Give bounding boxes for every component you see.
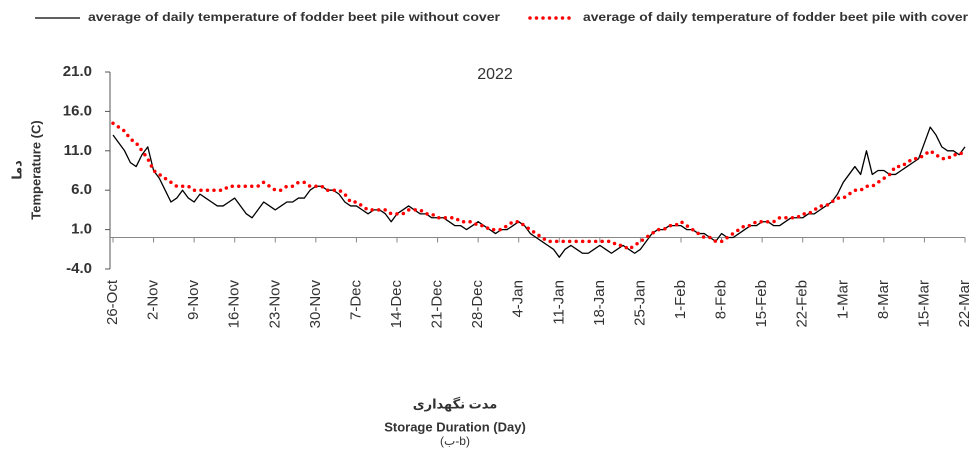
y-tick-label: 21.0 bbox=[63, 63, 92, 80]
x-tick-label: 7-Dec bbox=[347, 280, 364, 321]
y-tick-label: 11.0 bbox=[64, 142, 92, 159]
x-tick-label: 9-Nov bbox=[185, 280, 202, 321]
y-tick-label: -4.0 bbox=[66, 260, 92, 277]
y-tick-label: 6.0 bbox=[71, 181, 92, 198]
x-tick-label: 21-Dec bbox=[429, 280, 446, 329]
series-line bbox=[112, 126, 966, 258]
x-tick-label: 11-Jan bbox=[550, 280, 567, 325]
x-axis-label: Storage Duration (Day) bbox=[384, 419, 526, 434]
legend-label: average of daily temperature of fodder b… bbox=[583, 10, 968, 24]
series-line bbox=[111, 121, 967, 252]
y-axis-label: Temperature (C) bbox=[28, 120, 43, 219]
x-tick-label: 22-Mar bbox=[956, 280, 972, 328]
x-tick-label: 16-Nov bbox=[226, 280, 243, 329]
x-tick-label: 15-Feb bbox=[753, 280, 770, 328]
y-tick-label: 16.0 bbox=[63, 102, 92, 119]
chart-title: 2022 bbox=[477, 66, 513, 83]
x-tick-label: 15-Mar bbox=[915, 280, 932, 328]
x-tick-label: 22-Feb bbox=[794, 280, 811, 328]
x-tick-label: 25-Jan bbox=[631, 280, 648, 326]
x-axis-label-fa: مدت نگهداری bbox=[413, 396, 498, 411]
x-tick-label: 28-Dec bbox=[469, 280, 486, 329]
x-tick-label: 8-Mar bbox=[875, 280, 892, 319]
x-tick-label: 1-Mar bbox=[834, 280, 851, 319]
y-axis-label-fa: دما bbox=[9, 160, 24, 180]
x-tick-label: 18-Jan bbox=[591, 280, 608, 326]
x-tick-label: 4-Jan bbox=[510, 280, 527, 318]
x-tick-label: 1-Feb bbox=[672, 280, 689, 319]
x-tick-label: 30-Nov bbox=[307, 280, 324, 329]
caption: (ب-b) bbox=[440, 434, 470, 448]
x-tick-label: 26-Oct bbox=[104, 279, 121, 325]
x-tick-label: 23-Nov bbox=[266, 280, 283, 329]
x-tick-label: 2-Nov bbox=[145, 280, 162, 321]
x-tick-label: 8-Feb bbox=[713, 280, 730, 319]
x-tick-label: 14-Dec bbox=[388, 280, 405, 329]
legend-label: average of daily temperature of fodder b… bbox=[88, 10, 500, 24]
y-tick-label: 1.0 bbox=[71, 221, 92, 238]
